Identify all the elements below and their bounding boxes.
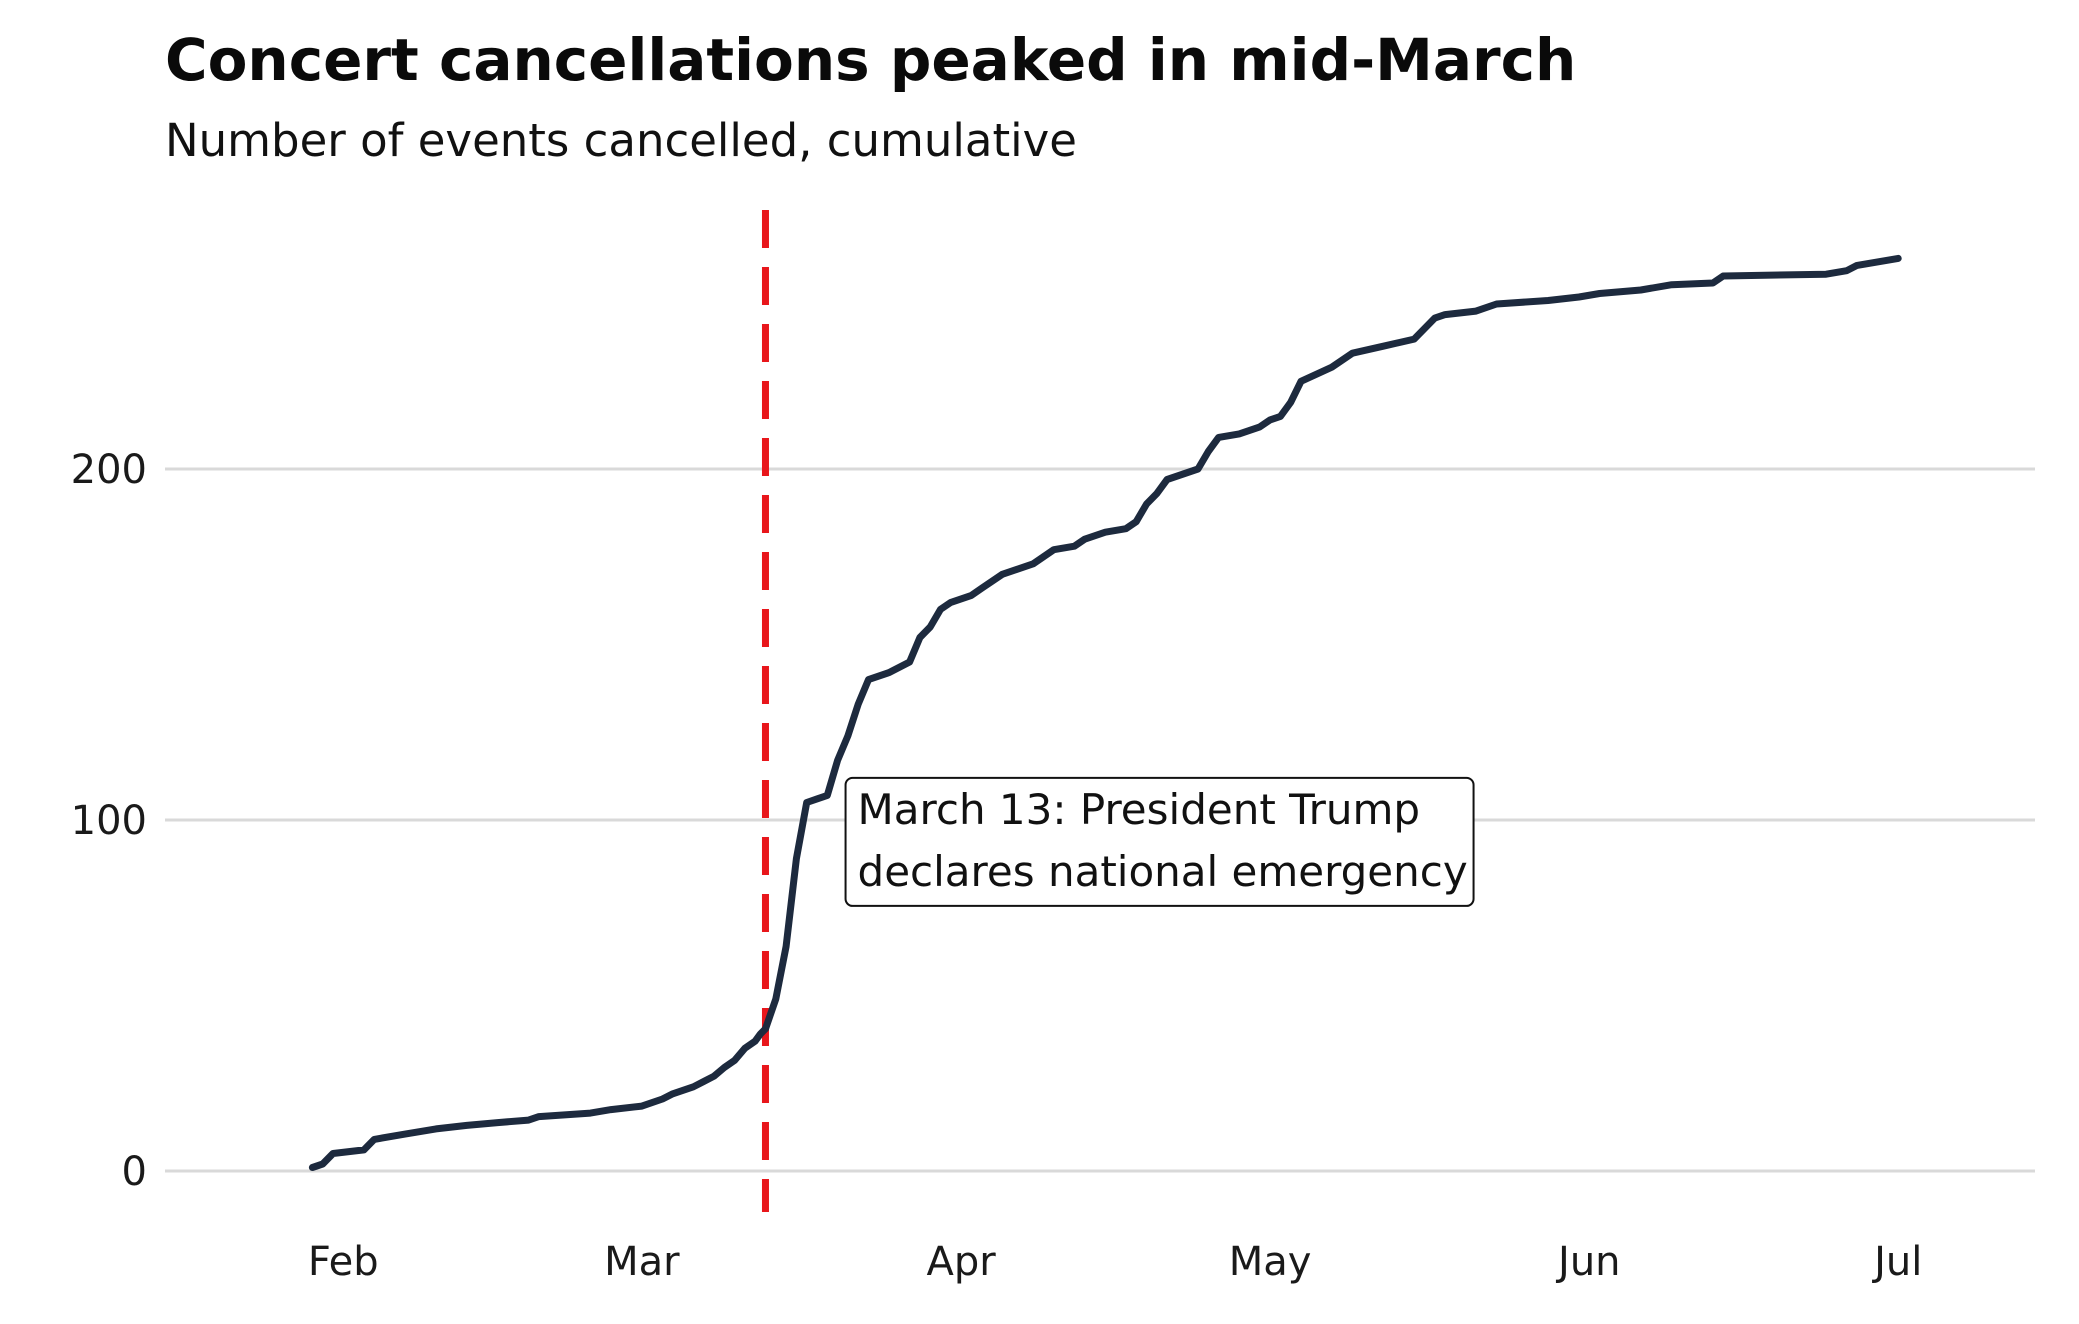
y-tick-label: 100	[71, 798, 147, 844]
x-tick-label: Feb	[308, 1239, 379, 1285]
series-line-group	[308, 254, 1902, 1171]
annotation-text: March 13: President Trump	[858, 785, 1421, 834]
annotation-group: March 13: President Trump declares nation…	[844, 776, 1475, 907]
x-tick-label: Apr	[927, 1239, 997, 1285]
y-tick-label: 200	[71, 447, 147, 493]
chart-subtitle: Number of events cancelled, cumulative	[165, 114, 1077, 167]
annotation-text: declares national emergency	[858, 847, 1468, 896]
x-tick-label: Mar	[604, 1239, 680, 1285]
y-tick-label: 0	[122, 1149, 147, 1195]
x-tick-label: May	[1229, 1239, 1312, 1285]
annotation-box	[844, 776, 1475, 907]
y-axis: 0 100 200	[71, 447, 147, 1195]
chart-title: Concert cancellations peaked in mid-Marc…	[165, 26, 1577, 94]
x-axis: Feb Mar Apr May Jun Jul	[308, 1239, 1922, 1285]
series-line	[308, 254, 1902, 1171]
x-tick-label: Jul	[1871, 1239, 1922, 1285]
x-tick-label: Jun	[1555, 1239, 1621, 1285]
